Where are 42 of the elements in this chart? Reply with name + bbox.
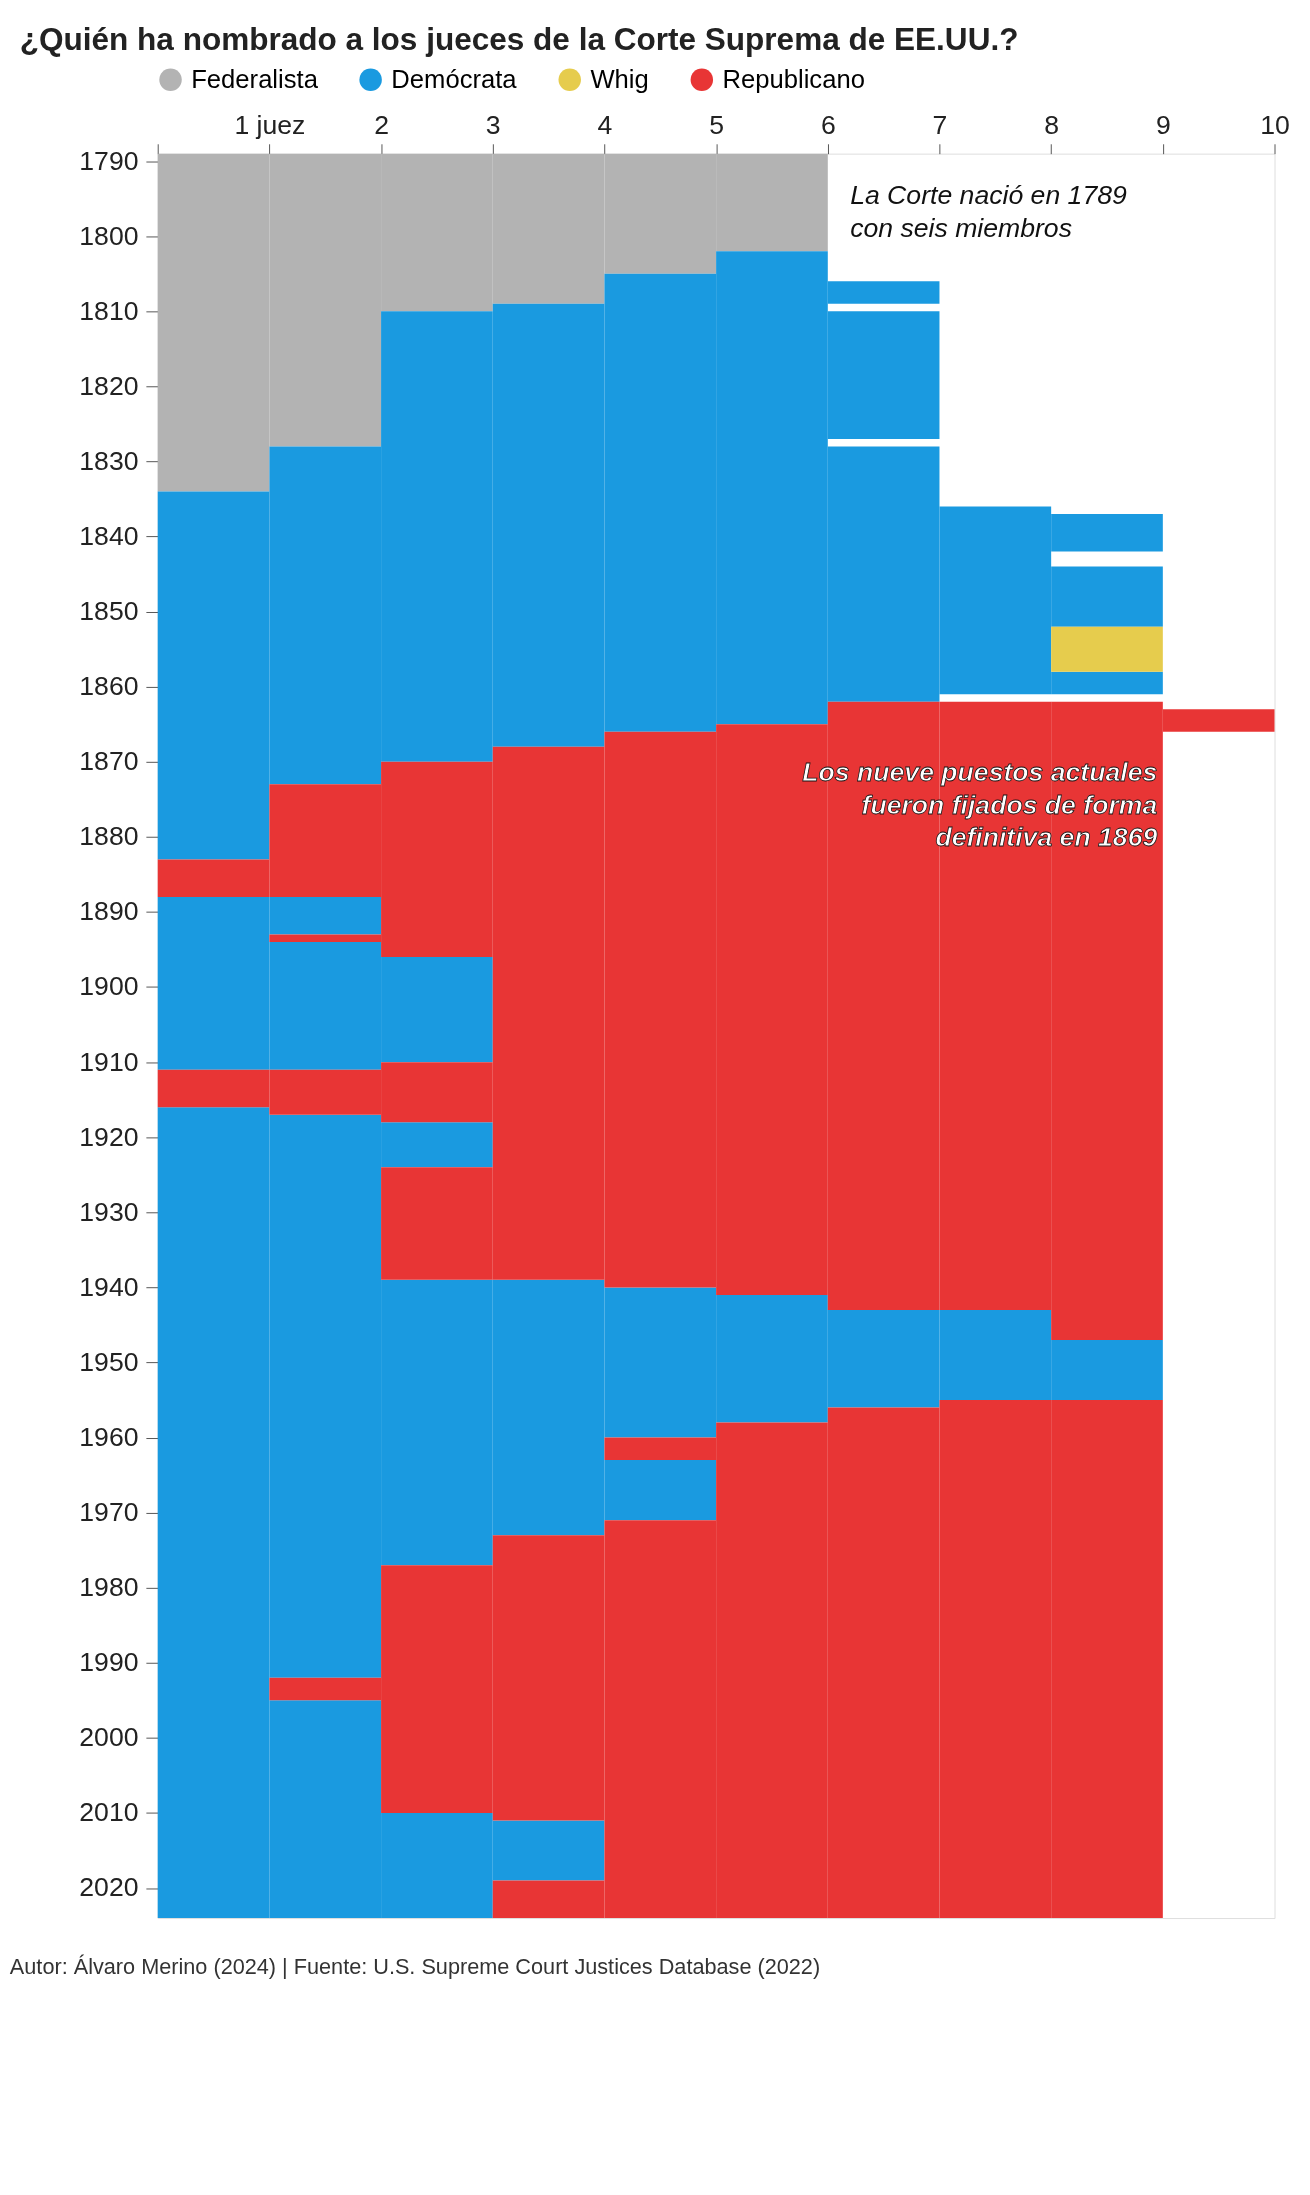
y-tick-label: 1840: [79, 520, 139, 551]
y-tick-label: 1890: [79, 896, 139, 927]
x-tick-label: 5: [709, 110, 725, 141]
y-tick-label: 1900: [79, 971, 139, 1002]
y-tick-label: 1880: [79, 821, 139, 852]
y-tick-label: 1910: [79, 1046, 139, 1077]
annotation: Los nueve puestos actuales fueron fijados de forma definitiva en 1869: [802, 757, 1158, 853]
x-tick-label: 1 juez: [234, 110, 306, 141]
chart-title: ¿Quién ha nombrado a los jueces de la Corte Suprema de EE.UU.?: [19, 21, 1019, 58]
y-tick-label: 1790: [79, 145, 139, 176]
x-tick-label: 10: [1260, 110, 1290, 141]
x-tick-label: 2: [374, 110, 389, 141]
y-tick-label: 1970: [79, 1497, 139, 1527]
y-tick-label: 2010: [79, 1797, 139, 1828]
x-tick-label: 9: [1155, 110, 1171, 141]
annotation: La Corte nació en 1789 con seis miembros: [850, 180, 1127, 243]
x-tick-label: 3: [485, 110, 501, 141]
y-tick-label: 1870: [79, 746, 139, 777]
y-tick-label: 1930: [79, 1196, 139, 1227]
y-tick-label: 1960: [79, 1421, 139, 1452]
y-tick-label: 2000: [79, 1722, 139, 1753]
y-tick-label: 1920: [79, 1121, 139, 1152]
legend-label: Whig: [590, 64, 649, 93]
legend-label: Republicano: [722, 64, 865, 93]
x-tick-label: 8: [1044, 110, 1060, 141]
y-tick-label: 1980: [79, 1572, 139, 1603]
x-tick-label: 6: [820, 110, 836, 141]
y-tick-label: 1990: [79, 1647, 139, 1678]
x-tick-label: 4: [597, 110, 613, 141]
y-tick-label: 1820: [79, 370, 139, 401]
y-tick-label: 1860: [79, 671, 139, 702]
y-tick-label: 1940: [79, 1271, 139, 1302]
y-tick-label: 1850: [79, 596, 139, 627]
y-tick-label: 1810: [79, 295, 139, 326]
y-tick-label: 1830: [79, 445, 139, 476]
y-tick-label: 1800: [79, 220, 139, 251]
legend-label: Demócrata: [391, 64, 518, 93]
y-tick-label: 2020: [79, 1872, 139, 1903]
text: Autor: Álvaro Merino (2024) | Fuente: U.S. Supreme Court Justices Database (2022): [9, 1954, 821, 1980]
y-tick-label: 1950: [79, 1346, 139, 1377]
x-tick-label: 7: [932, 110, 948, 141]
legend-label: Federalista: [191, 64, 319, 93]
